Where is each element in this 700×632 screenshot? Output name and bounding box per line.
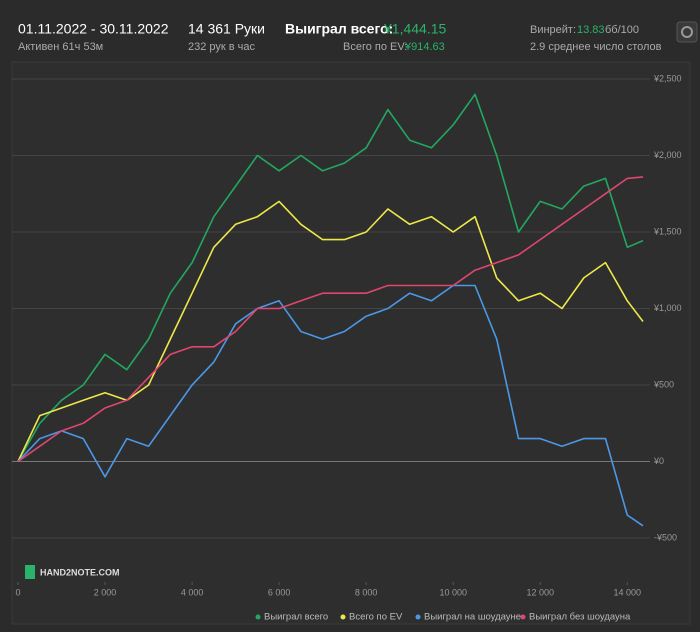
- x-tick-label: 12 000: [526, 587, 554, 597]
- tables: 2.9 среднее число столов: [530, 41, 662, 53]
- y-tick-label: ¥0: [653, 456, 664, 466]
- legend-item[interactable]: Выиграл без шоудауна: [520, 612, 632, 623]
- series-line: [17, 176, 644, 463]
- x-tick-label: 0: [15, 587, 20, 597]
- legend-label: Выиграл на шоудауне: [424, 612, 521, 623]
- series-line: [17, 284, 644, 527]
- legend-item[interactable]: Выиграл всего: [255, 612, 329, 623]
- y-tick-label: ¥2,500: [653, 73, 682, 83]
- x-tick-label: 2 000: [94, 587, 117, 597]
- legend-label: Всего по EV: [349, 612, 403, 623]
- hands: 14 361 Руки: [188, 21, 265, 37]
- ev-label: Всего по EV:: [343, 41, 407, 53]
- winrate-label: Винрейт:: [530, 24, 576, 36]
- y-tick-label: ¥500: [653, 379, 674, 389]
- legend-dot: [520, 614, 526, 620]
- y-tick-label: ¥1,000: [653, 303, 682, 313]
- x-tick-label: 8 000: [355, 587, 378, 597]
- rate: 232 рук в час: [188, 41, 256, 53]
- legend-dot: [415, 614, 421, 620]
- period: 01.11.2022 - 30.11.2022: [18, 21, 169, 37]
- legend-label: Выиграл всего: [264, 612, 328, 623]
- winrate-value: 13.83: [577, 24, 605, 36]
- x-tick-label: 4 000: [181, 587, 204, 597]
- y-tick-label: ¥2,000: [653, 150, 682, 160]
- settings-button[interactable]: [676, 21, 698, 43]
- logo-text: HAND2NOTE.COM: [40, 567, 120, 577]
- won-value: ¥1,444.15: [383, 21, 446, 37]
- ev-value: ¥914.63: [404, 41, 445, 53]
- active: Активен 61ч 53м: [18, 41, 103, 53]
- plot-frame: [11, 61, 691, 625]
- x-tick-label: 14 000: [614, 587, 642, 597]
- winrate-unit: бб/100: [605, 24, 639, 36]
- logo: HAND2NOTE.COM: [25, 565, 120, 579]
- y-tick-label: ¥1,500: [653, 226, 682, 236]
- legend-item[interactable]: Всего по EV: [340, 612, 403, 623]
- legend-dot: [340, 614, 346, 620]
- x-tick-label: 6 000: [268, 587, 291, 597]
- series-line: [17, 93, 644, 462]
- legend-label: Выиграл без шоудауна: [529, 612, 631, 623]
- legend-dot: [255, 614, 261, 620]
- series-line: [17, 200, 644, 462]
- legend-item[interactable]: Выиграл на шоудауне: [415, 612, 522, 623]
- y-tick-label: -¥500: [654, 532, 677, 542]
- won-label: Выиграл всего:: [285, 21, 393, 37]
- x-tick-label: 10 000: [439, 587, 467, 597]
